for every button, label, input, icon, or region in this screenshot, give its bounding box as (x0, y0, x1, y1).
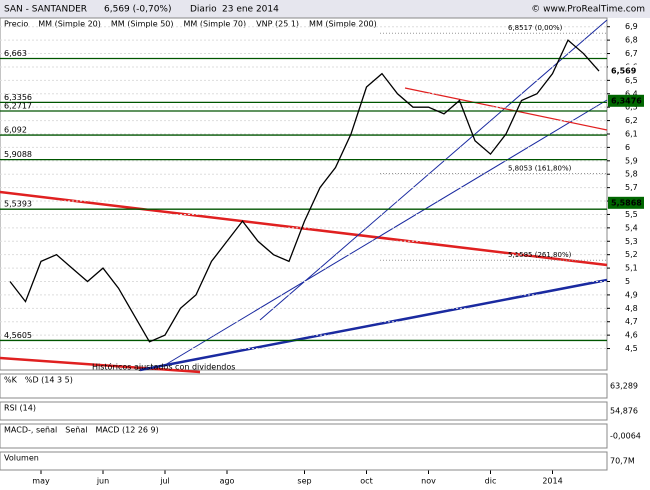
x-tick-label: oct (360, 477, 372, 486)
x-tick-label: 2014 (542, 477, 562, 486)
legend-entry: MM (Simple 50) (111, 20, 174, 29)
y-tick-label: 5,3 (625, 237, 638, 246)
price-box-label: 6,569 (611, 67, 637, 76)
trend-line (0, 190, 608, 267)
annotation: Históricos ajustados con dividendos (92, 362, 235, 372)
y-tick-label: 6,8 (625, 36, 638, 45)
x-tick-label: dic (485, 477, 497, 486)
panel-value: 54,876 (610, 407, 638, 416)
header-site: © www.ProRealTime.com (531, 5, 645, 15)
price-box (608, 196, 644, 209)
x-tick-label: jun (96, 477, 109, 486)
fibo-label: 6,8517 (0,00%) (508, 24, 563, 32)
y-tick-label: 5,4 (625, 223, 638, 232)
panel-value: -0,0064 (610, 432, 641, 441)
y-tick-label: 6 (625, 143, 630, 152)
legend-entry: MM (Simple 20) (38, 20, 101, 29)
header-period: Diario (190, 5, 217, 15)
legend-entry: VNP (25 1) (256, 20, 299, 29)
panel-frame (0, 423, 608, 449)
fibo-label: 5,1585 (261,80%) (508, 251, 572, 259)
y-tick-label: 4,8 (625, 304, 638, 313)
y-tick-label: 6,4 (625, 89, 638, 98)
panel-value: 63,289 (610, 382, 638, 391)
price-line (9, 39, 600, 343)
x-tick-label: may (32, 477, 50, 486)
y-tick-label: 6,7 (625, 49, 638, 58)
legend-entry: Precio (4, 20, 28, 29)
y-tick-label: 6,5 (625, 76, 638, 85)
price-box (608, 65, 644, 78)
y-tick-label: 6,1 (625, 129, 638, 138)
y-tick-label: 5,2 (625, 250, 638, 259)
trend-line (259, 19, 608, 321)
x-tick-label: sep (297, 477, 311, 486)
panel-label: Volumen (4, 454, 39, 463)
panel-frame (0, 451, 608, 471)
panel-label: %K (4, 376, 18, 385)
panel-label: RSI (14) (4, 404, 36, 413)
y-tick-label: 6,9 (625, 22, 638, 31)
y-tick-label: 6,3 (625, 103, 638, 112)
level-label: 5,5393 (4, 200, 32, 209)
y-tick-label: 5,1 (625, 264, 638, 273)
x-tick-label: nov (421, 477, 436, 486)
panel-frame (0, 401, 608, 421)
panel-value: 70,7M (610, 457, 635, 466)
price-box-label: 6,3476 (611, 96, 642, 105)
y-tick-label: 5,7 (625, 183, 638, 192)
level-label: 5,9088 (4, 150, 32, 159)
trend-line (0, 356, 201, 374)
price-box-label: 5,5868 (611, 198, 642, 207)
header-date: 23 ene 2014 (222, 5, 279, 15)
y-tick-label: 4,5 (625, 344, 638, 353)
panel-label: Señal (65, 426, 87, 435)
trend-line (404, 87, 608, 131)
level-label: 4,5605 (4, 331, 32, 340)
level-label: 6,092 (4, 126, 27, 135)
panel-label: %D (14 3 5) (25, 376, 73, 385)
panel-label: MACD-, señal (4, 426, 57, 435)
level-label: 6,2717 (4, 101, 32, 110)
level-label: 6,3356 (4, 93, 32, 102)
header-title: SAN - SANTANDER (4, 5, 87, 15)
trend-line (164, 99, 608, 366)
x-tick-label: ago (220, 477, 235, 486)
panel-frame (0, 373, 608, 399)
y-tick-label: 4,7 (625, 317, 638, 326)
x-tick-label: jul (159, 477, 170, 486)
header-quote: 6,569 (-0,70%) (104, 5, 172, 15)
fibo-label: 5,8053 (161,80%) (508, 165, 572, 173)
header-bar (0, 0, 650, 18)
y-tick-label: 5,9 (625, 156, 638, 165)
y-tick-label: 4,9 (625, 290, 638, 299)
price-box (608, 94, 644, 107)
legend-entry: MM (Simple 70) (184, 20, 247, 29)
y-tick-label: 4,6 (625, 331, 638, 340)
y-tick-label: 5,8 (625, 170, 638, 179)
y-tick-label: 5,5 (625, 210, 638, 219)
panel-label: MACD (12 26 9) (95, 426, 158, 435)
level-label: 6,663 (4, 49, 27, 58)
plot-frame (0, 17, 608, 371)
legend-entry: MM (Simple 200) (309, 20, 377, 29)
y-tick-label: 6,2 (625, 116, 638, 125)
y-tick-label: 5 (625, 277, 630, 286)
